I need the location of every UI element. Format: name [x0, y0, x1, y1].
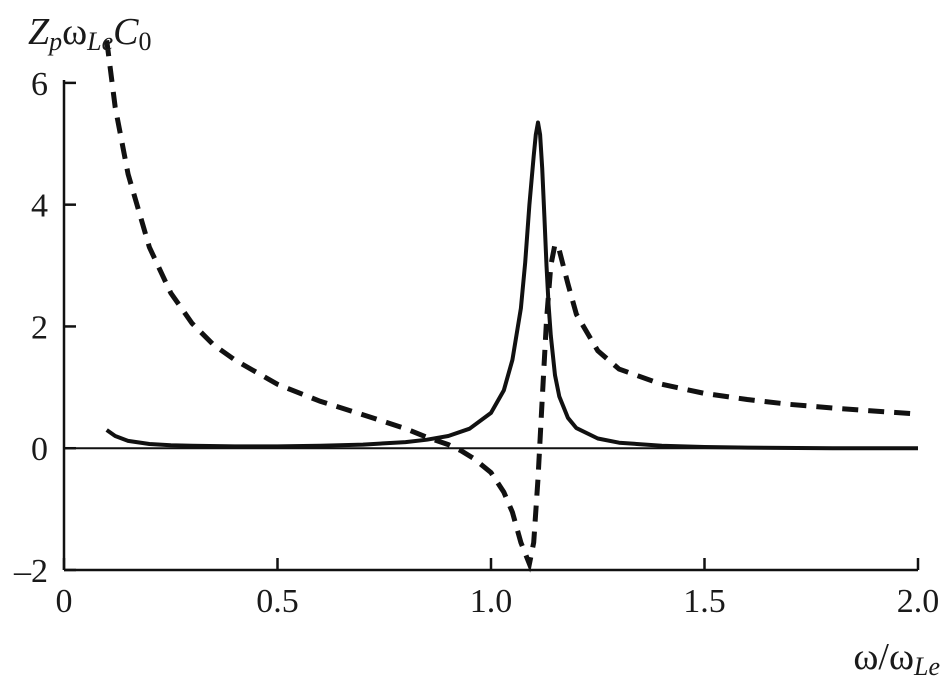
y-axis-label-part: C — [113, 11, 139, 53]
y-tick-label: 2 — [31, 309, 48, 346]
y-axis-label-part: Le — [86, 27, 113, 56]
x-axis-label: ω/ωLe — [853, 636, 940, 681]
y-axis-label: ZpωLeC0 — [28, 11, 152, 56]
series-line-dashed — [104, 39, 919, 573]
x-tick-label: 0 — [56, 583, 73, 620]
x-tick-label: 0.5 — [256, 583, 299, 620]
y-axis-label-part: 0 — [139, 27, 152, 56]
x-tick-label: 1.0 — [470, 583, 513, 620]
y-tick-label: 6 — [31, 66, 48, 103]
y-axis-label-part: ω — [62, 11, 87, 53]
x-axis-label-part: Le — [913, 652, 940, 681]
y-tick-label: 4 — [31, 188, 48, 225]
y-tick-label: 0 — [31, 431, 48, 468]
y-axis-label-part: p — [47, 27, 62, 56]
plot-series — [104, 39, 919, 573]
y-axis-label-part: Z — [28, 11, 50, 53]
series-line-solid — [105, 120, 918, 451]
x-axis-label-part: ω/ω — [853, 636, 914, 678]
y-tick-label: –2 — [13, 553, 48, 590]
x-tick-label: 2.0 — [897, 583, 940, 620]
x-tick-label: 1.5 — [683, 583, 726, 620]
